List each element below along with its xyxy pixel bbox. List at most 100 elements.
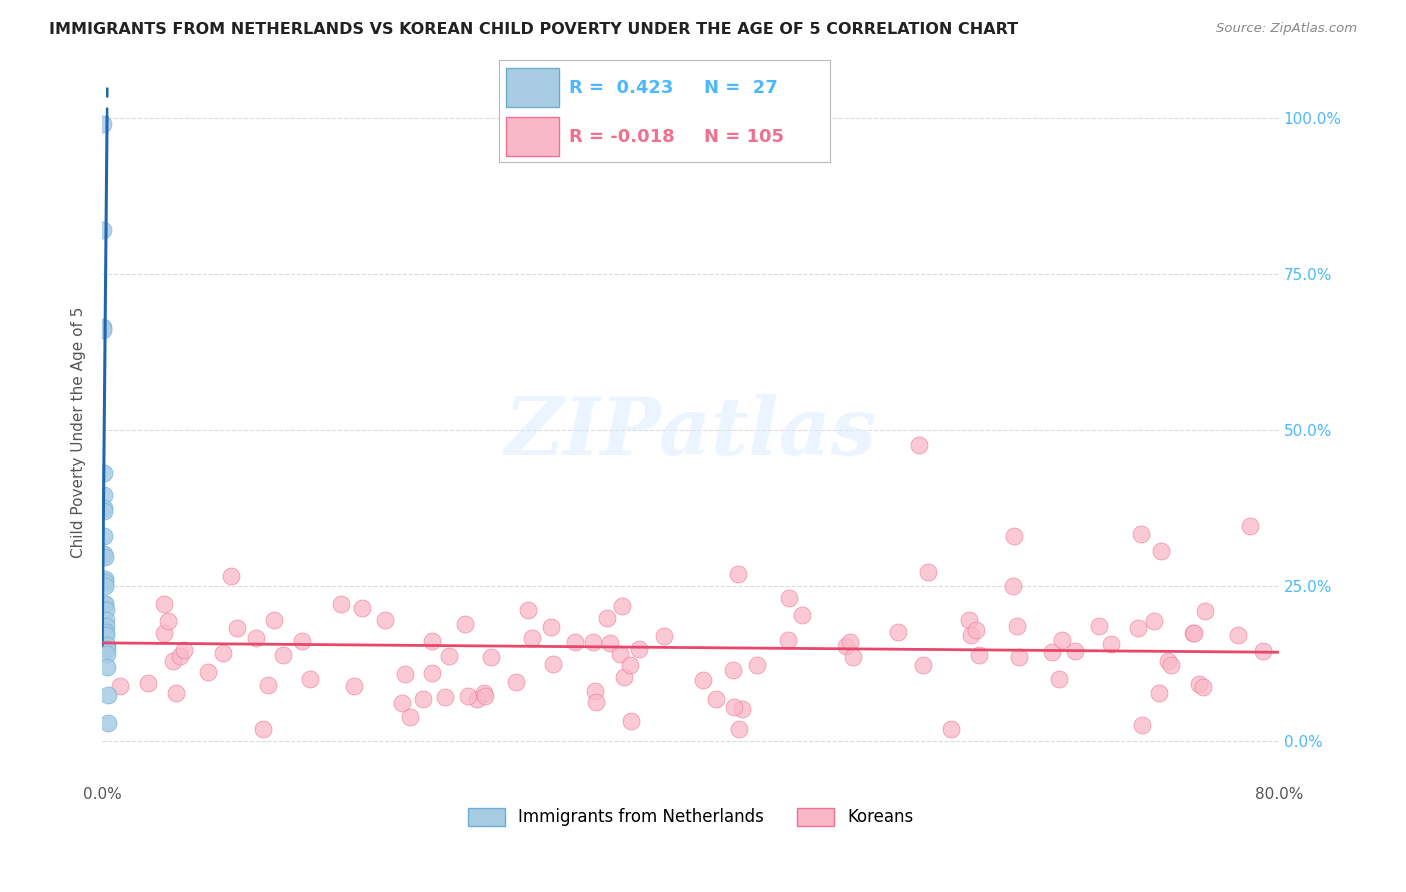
Point (91, 223, 114, 237)
Point (157, 614, 180, 628)
Point (152, 597, 174, 611)
Point (93, 466, 115, 480)
Point (517, 603, 540, 617)
Point (96, 628, 118, 642)
Point (299, 672, 322, 686)
Point (564, 635, 586, 649)
Point (1005, 619, 1028, 633)
Point (1226, 628, 1249, 642)
Point (94, 597, 117, 611)
Point (541, 657, 564, 672)
Point (91, 319, 114, 334)
Point (439, 649, 461, 664)
Point (1184, 626, 1206, 640)
Point (457, 689, 479, 703)
Point (692, 673, 714, 688)
Point (582, 634, 605, 648)
Point (420, 634, 443, 648)
Point (153, 626, 176, 640)
Point (505, 675, 527, 690)
Point (162, 655, 184, 669)
Point (731, 702, 754, 716)
Text: N =  27: N = 27 (704, 79, 778, 97)
Point (1132, 718, 1154, 732)
Point (960, 628, 983, 642)
Point (1192, 680, 1215, 694)
Point (93, 500, 115, 515)
Point (94, 572, 117, 586)
Point (1130, 526, 1153, 541)
Point (1157, 655, 1180, 669)
Point (472, 686, 495, 700)
Point (219, 569, 242, 583)
Point (1052, 633, 1074, 648)
Point (595, 611, 617, 625)
Point (94, 613, 117, 627)
Point (96, 642, 118, 657)
Point (1099, 637, 1122, 651)
Point (434, 690, 457, 704)
Point (723, 700, 745, 714)
Point (257, 678, 280, 692)
Point (94, 619, 117, 633)
Point (173, 643, 195, 657)
Point (94, 578, 117, 592)
Point (96, 625, 118, 640)
Point (912, 658, 935, 673)
Point (165, 686, 187, 700)
Point (887, 625, 910, 640)
Point (96, 647, 118, 661)
Point (352, 600, 374, 615)
Point (609, 647, 631, 661)
Point (939, 722, 962, 736)
Point (745, 657, 768, 672)
Point (329, 598, 352, 612)
Point (965, 624, 987, 638)
Point (1040, 645, 1063, 659)
Point (211, 646, 233, 660)
Point (790, 608, 813, 623)
Point (343, 680, 366, 694)
Point (91, 117, 114, 131)
Point (540, 620, 562, 634)
Point (628, 642, 651, 657)
Point (585, 695, 607, 709)
Point (245, 631, 267, 645)
Point (959, 613, 981, 627)
Point (93, 488, 115, 502)
Point (96, 659, 118, 673)
Point (1150, 544, 1173, 558)
Point (1194, 604, 1216, 618)
Point (778, 591, 800, 605)
Point (97, 715, 120, 730)
Point (97, 688, 120, 702)
Point (94, 603, 117, 617)
Point (252, 722, 274, 736)
Point (613, 670, 636, 684)
Point (1047, 672, 1070, 686)
Point (391, 696, 413, 710)
Point (727, 566, 749, 581)
Point (197, 665, 219, 679)
Point (520, 631, 543, 645)
Text: IMMIGRANTS FROM NETHERLANDS VS KOREAN CHILD POVERTY UNDER THE AGE OF 5 CORRELATI: IMMIGRANTS FROM NETHERLANDS VS KOREAN CH… (49, 22, 1018, 37)
Point (835, 639, 858, 653)
Text: N = 105: N = 105 (704, 128, 785, 146)
Point (620, 714, 643, 729)
Point (839, 635, 862, 649)
Point (841, 649, 863, 664)
Point (225, 621, 247, 635)
Point (94, 575, 117, 590)
Point (454, 617, 477, 632)
Point (420, 666, 443, 681)
Point (93, 547, 115, 561)
Point (374, 613, 396, 627)
Text: ZIPatlas: ZIPatlas (505, 394, 876, 471)
Legend: Immigrants from Netherlands, Koreans: Immigrants from Netherlands, Koreans (461, 801, 920, 833)
Text: R = -0.018: R = -0.018 (568, 128, 675, 146)
Text: Source: ZipAtlas.com: Source: ZipAtlas.com (1216, 22, 1357, 36)
Point (1251, 644, 1274, 658)
Point (291, 634, 314, 648)
Point (967, 648, 990, 663)
Point (96, 638, 118, 652)
